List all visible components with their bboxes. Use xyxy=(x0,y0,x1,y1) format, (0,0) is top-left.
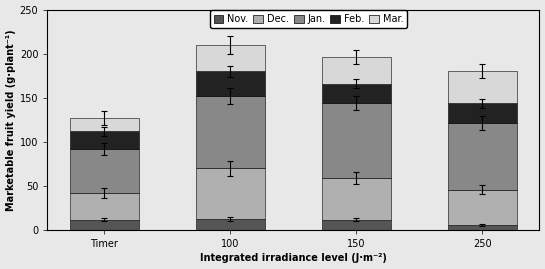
Bar xyxy=(70,193,139,220)
Bar xyxy=(70,118,139,131)
Bar xyxy=(196,96,265,168)
Bar xyxy=(322,103,391,178)
Bar xyxy=(196,71,265,96)
Bar xyxy=(196,45,265,71)
Bar xyxy=(448,225,517,230)
Bar xyxy=(196,219,265,230)
Bar xyxy=(322,57,391,84)
X-axis label: Integrated irradiance level (J·m⁻²): Integrated irradiance level (J·m⁻²) xyxy=(200,253,387,263)
Bar xyxy=(196,168,265,219)
Bar xyxy=(448,71,517,103)
Bar xyxy=(448,103,517,123)
Bar xyxy=(322,178,391,220)
Bar xyxy=(70,149,139,193)
Bar xyxy=(322,220,391,230)
Bar xyxy=(70,131,139,149)
Bar xyxy=(70,220,139,230)
Bar xyxy=(322,84,391,103)
Legend: Nov., Dec., Jan., Feb., Mar.: Nov., Dec., Jan., Feb., Mar. xyxy=(210,10,407,28)
Bar xyxy=(448,123,517,190)
Bar xyxy=(448,190,517,225)
Y-axis label: Marketable fruit yield (g·plant⁻¹): Marketable fruit yield (g·plant⁻¹) xyxy=(5,29,16,211)
